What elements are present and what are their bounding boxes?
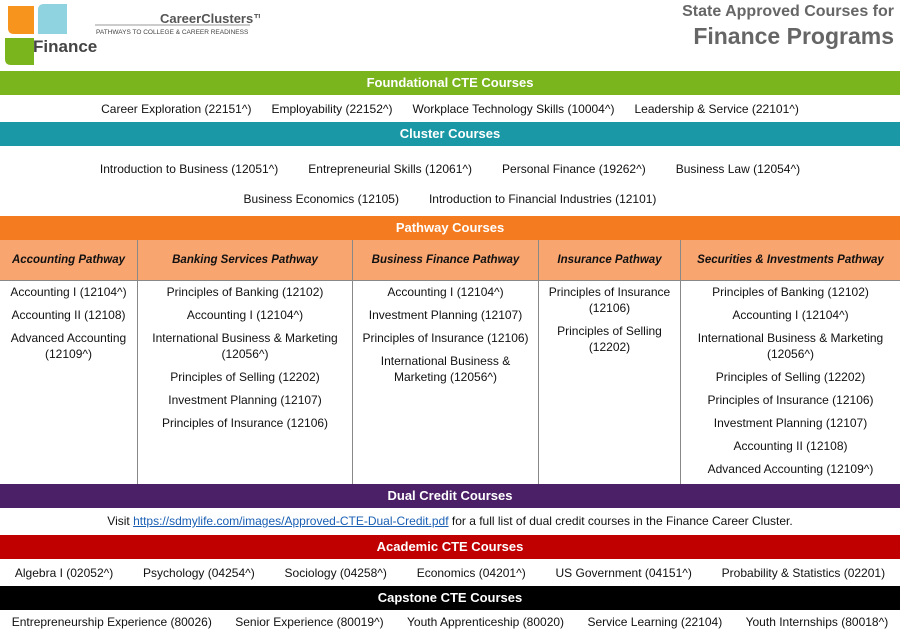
course: International Business & Marketing (1205… (697, 331, 884, 361)
course: Youth Apprenticeship (80020) (407, 614, 565, 629)
pathway-courses: Accounting I (12104^) Accounting II (1210… (0, 281, 137, 369)
course: Youth Internships (80018^) (745, 614, 889, 629)
course: International Business & Marketing (1205… (380, 354, 511, 384)
text: Visit (107, 514, 130, 528)
section-bar: Pathway Courses (0, 216, 900, 240)
course: Sociology (04258^) (284, 565, 387, 580)
course-row: Career Exploration (22151^) Employability… (0, 95, 900, 122)
course: Career Exploration (22151^) (101, 101, 252, 116)
course: Principles of Selling (12202) (170, 370, 320, 384)
pathway-column: Securities & Investments Pathway Principl… (681, 240, 900, 484)
course: Principles of Insurance (12106) (707, 393, 874, 407)
course-row: Entrepreneurship Experience (80026) Senio… (0, 610, 900, 633)
pathway-column: Accounting Pathway Accounting I (12104^) A… (0, 240, 138, 484)
dual-credit-text: Visit https://sdmylife.com/images/Approv… (0, 508, 900, 535)
logo-square (8, 6, 34, 34)
brand: CareerClusters™ (160, 11, 260, 26)
pathway-name: Securities & Investments Pathway (681, 240, 900, 281)
course: Introduction to Financial Industries (12… (428, 192, 657, 206)
course: Accounting I (12104^) (10, 285, 127, 299)
pathway-courses: Principles of Insurance (12106) Principle… (539, 281, 680, 362)
header: CareerClusters™ PATHWAYS TO COLLEGE & CA… (0, 0, 900, 71)
course: Accounting I (12104^) (387, 285, 504, 299)
course: International Business & Marketing (1205… (152, 331, 338, 361)
cluster-name: Finance (33, 37, 97, 56)
course: Business Law (12054^) (675, 162, 801, 176)
section-bar: Capstone CTE Courses (0, 586, 900, 610)
course: Principles of Selling (12202) (715, 370, 866, 384)
pathway-courses: Accounting I (12104^) Investment Planning… (353, 281, 538, 392)
pathway-column: Insurance Pathway Principles of Insurance… (539, 240, 681, 484)
section-bar: Cluster Courses (0, 122, 900, 146)
course: Introduction to Business (12051^) (99, 162, 279, 176)
course: Accounting I (12104^) (732, 308, 849, 322)
pathway-name: Banking Services Pathway (138, 240, 352, 281)
course: Investment Planning (12107) (368, 308, 523, 322)
pathway-column: Business Finance Pathway Accounting I (12… (353, 240, 539, 484)
course: Probability & Statistics (02201) (721, 565, 886, 580)
course: Principles of Banking (12102) (166, 285, 324, 299)
title-line: State Approved Courses for (682, 3, 894, 20)
course: Service Learning (22104) (587, 614, 723, 629)
course-row: Algebra I (02052^) Psychology (04254^) Soc… (0, 559, 900, 586)
logo-square (38, 4, 67, 34)
section-bar: Foundational CTE Courses (0, 71, 900, 95)
course: Investment Planning (12107) (168, 393, 322, 407)
course: Principles of Selling (12202) (557, 324, 662, 354)
course: Accounting II (12108) (733, 439, 848, 453)
title-block: State Approved Courses for Finance Progr… (682, 3, 894, 50)
course: Entrepreneurship Experience (80026) (11, 614, 212, 629)
course: Personal Finance (19262^) (502, 162, 646, 176)
course: Principles of Insurance (12106) (161, 416, 329, 430)
pathway-name: Accounting Pathway (0, 240, 137, 281)
course-rows: Introduction to Business (12051^) Entrepr… (0, 146, 900, 216)
course: Investment Planning (12107) (713, 416, 868, 430)
course: US Government (04151^) (555, 565, 692, 580)
pathway-courses: Principles of Banking (12102) Accounting … (138, 281, 352, 438)
section-bar: Dual Credit Courses (0, 484, 900, 508)
pathway-courses: Principles of Banking (12102) Accounting … (681, 281, 900, 484)
course: Advanced Accounting (12109^) (707, 462, 874, 476)
course: Principles of Insurance (12106) (362, 331, 529, 345)
tagline: PATHWAYS TO COLLEGE & CAREER READINESS (96, 29, 249, 36)
pathway-table: Accounting Pathway Accounting I (12104^) A… (0, 240, 900, 484)
course: Principles of Banking (12102) (712, 285, 869, 299)
course: Business Economics (12105) (243, 192, 399, 206)
pathway-name: Business Finance Pathway (353, 240, 538, 281)
course: Advanced Accounting (12109^) (10, 331, 127, 361)
title-line: Finance Programs (693, 23, 894, 49)
logo-square (5, 38, 34, 65)
pathway-name: Insurance Pathway (539, 240, 680, 281)
course-row: Business Economics (12105) Introduction t… (0, 184, 900, 214)
course: Economics (04201^) (416, 565, 526, 580)
course: Principles of Insurance (12106) (548, 285, 671, 315)
pathway-column: Banking Services Pathway Principles of Ba… (138, 240, 353, 484)
course-row: Introduction to Business (12051^) Entrepr… (0, 154, 900, 184)
course: Accounting I (12104^) (186, 308, 304, 322)
course: Employability (22152^) (271, 101, 393, 116)
course: Workplace Technology Skills (10004^) (412, 101, 615, 116)
course: Entrepreneurial Skills (12061^) (308, 162, 473, 176)
course: Algebra I (02052^) (14, 565, 114, 580)
logo: CareerClusters™ PATHWAYS TO COLLEGE & CA… (5, 4, 260, 65)
section-bar: Academic CTE Courses (0, 535, 900, 559)
link[interactable]: https://sdmylife.com/images/Approved-CTE… (133, 514, 449, 528)
text: for a full list of dual credit courses i… (451, 514, 793, 528)
course: Senior Experience (80019^) (235, 614, 384, 629)
course: Accounting II (12108) (11, 308, 126, 322)
course: Leadership & Service (22101^) (634, 101, 799, 116)
course: Psychology (04254^) (143, 565, 255, 580)
